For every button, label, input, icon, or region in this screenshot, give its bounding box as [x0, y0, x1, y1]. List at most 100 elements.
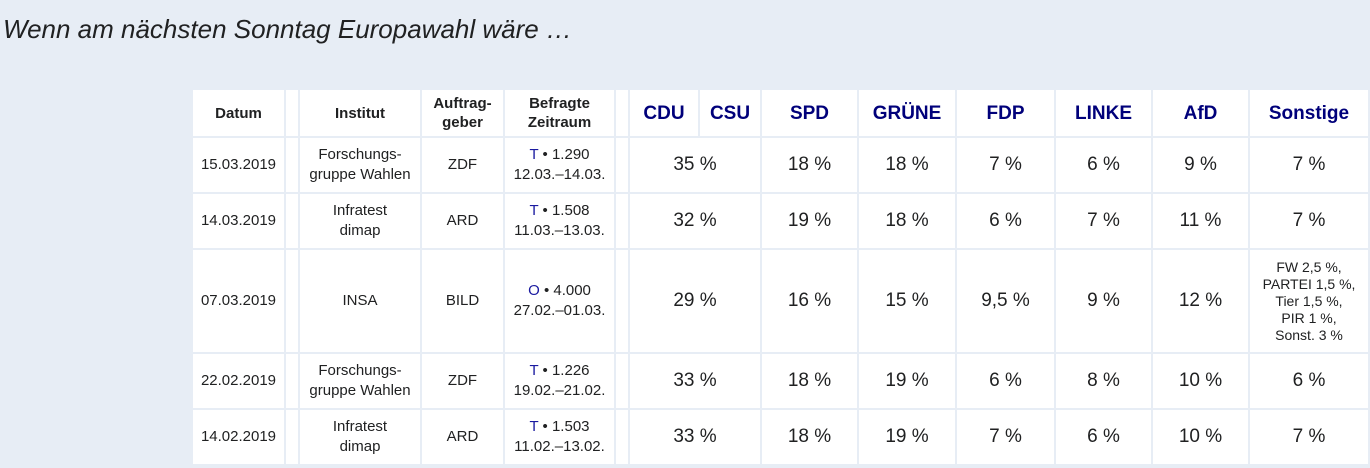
- text-line: Institut: [335, 104, 385, 122]
- value-cell: 9,5 %: [957, 250, 1054, 352]
- text-line: AfD: [1183, 102, 1218, 124]
- text-line: Infratest: [332, 202, 388, 219]
- spacer-cell: [616, 250, 628, 352]
- date-cell: 14.02.2019: [193, 410, 284, 464]
- text-line: FW 2,5 %,: [1276, 258, 1342, 275]
- value-cell: 18 %: [762, 138, 857, 192]
- value-cell: 10 %: [1153, 354, 1248, 408]
- spacer-cell: [616, 90, 628, 136]
- sample-cell: O • 4.000 27.02.–01.03.: [505, 250, 614, 352]
- poll-table: Datum Institut Auftrag-geber Befragte Zeitra…: [191, 88, 1370, 466]
- column-header: CDU: [630, 90, 698, 136]
- method: T: [529, 202, 539, 219]
- value-cell: 6 %: [957, 194, 1054, 248]
- data-row: 14.02.2019 Infratest dimap ARD T • 1.503 11.0…: [193, 410, 1368, 464]
- value-cell: 11 %: [1153, 194, 1248, 248]
- text-line: gruppe Wahlen: [309, 166, 411, 183]
- sample-line: T • 1.508: [505, 201, 614, 221]
- text-line: dimap: [339, 222, 381, 239]
- value-cell: 7 %: [957, 138, 1054, 192]
- value-cell: 32 %: [630, 194, 760, 248]
- text-line: geber: [442, 114, 483, 131]
- text-line: Auftrag-: [433, 95, 492, 112]
- period: 27.02.–01.03.: [513, 302, 606, 319]
- date-cell: 22.02.2019: [193, 354, 284, 408]
- sample-size: • 1.508: [542, 202, 590, 219]
- method: T: [529, 146, 539, 163]
- spacer-cell: [616, 354, 628, 408]
- value-cell: 7 %: [957, 410, 1054, 464]
- period: 12.03.–14.03.: [513, 166, 606, 183]
- sample-cell: T • 1.503 11.02.–13.02.: [505, 410, 614, 464]
- value-cell: 9 %: [1056, 250, 1151, 352]
- data-row: 22.02.2019 Forschungs-gruppe Wahlen ZDF T •…: [193, 354, 1368, 408]
- text-line: 7 %: [1292, 154, 1326, 175]
- text-line: 6 %: [1292, 370, 1326, 391]
- client-cell: ZDF: [422, 354, 503, 408]
- value-cell: 19 %: [762, 194, 857, 248]
- column-header: AfD: [1153, 90, 1248, 136]
- sample-size: • 1.290: [542, 146, 590, 163]
- value-cell: 33 %: [630, 354, 760, 408]
- text-line: FDP: [986, 102, 1025, 124]
- period: 11.02.–13.02.: [514, 438, 605, 455]
- institute-cell: Infratest dimap: [300, 410, 420, 464]
- column-header: SPD: [762, 90, 857, 136]
- text-line: SPD: [789, 102, 830, 124]
- other-cell: 7 %: [1250, 138, 1368, 192]
- sample-line: T • 1.226: [505, 361, 614, 381]
- institute-cell: Forschungs-gruppe Wahlen: [300, 354, 420, 408]
- date-cell: 15.03.2019: [193, 138, 284, 192]
- data-row: 15.03.2019 Forschungs-gruppe Wahlen ZDF T •…: [193, 138, 1368, 192]
- text-line: Datum: [215, 104, 262, 122]
- column-header: CSU: [700, 90, 760, 136]
- data-row: 07.03.2019 INSA BILD O • 4.000 27.02.–01.03.…: [193, 250, 1368, 352]
- text-line: PIR 1 %,: [1281, 309, 1337, 326]
- sample-size: • 4.000: [543, 282, 591, 299]
- spacer-cell: [286, 410, 298, 464]
- data-row: 14.03.2019 Infratest dimap ARD T • 1.508 11.0…: [193, 194, 1368, 248]
- text-line: Sonst. 3 %: [1275, 326, 1343, 343]
- sample-size: • 1.503: [542, 418, 590, 435]
- value-cell: 18 %: [762, 410, 857, 464]
- value-cell: 12 %: [1153, 250, 1248, 352]
- text-line: Forschungs-: [318, 146, 402, 163]
- value-cell: 29 %: [630, 250, 760, 352]
- text-line: PARTEI 1,5 %,: [1262, 275, 1356, 292]
- method: T: [529, 418, 539, 435]
- spacer-cell: [616, 194, 628, 248]
- other-cell: 7 %: [1250, 194, 1368, 248]
- institute-cell: Infratest dimap: [300, 194, 420, 248]
- spacer-cell: [616, 410, 628, 464]
- client-cell: ARD: [422, 194, 503, 248]
- value-cell: 6 %: [957, 354, 1054, 408]
- sample-cell: T • 1.290 12.03.–14.03.: [505, 138, 614, 192]
- value-cell: 35 %: [630, 138, 760, 192]
- text-line: Infratest: [332, 418, 388, 435]
- value-cell: 19 %: [859, 354, 955, 408]
- sample-size: • 1.226: [542, 362, 590, 379]
- text-line: Forschungs-: [318, 362, 402, 379]
- text-line: Befragte: [529, 95, 590, 112]
- text-line: LINKE: [1075, 102, 1132, 124]
- column-header: FDP: [957, 90, 1054, 136]
- text-line: 7 %: [1292, 426, 1326, 447]
- sample-line: T • 1.290: [505, 145, 614, 165]
- column-header: Institut: [300, 90, 420, 136]
- spacer-cell: [616, 138, 628, 192]
- text-line: dimap: [339, 438, 381, 455]
- method: T: [529, 362, 539, 379]
- value-cell: 18 %: [762, 354, 857, 408]
- text-line: 7 %: [1292, 210, 1326, 231]
- value-cell: 7 %: [1056, 194, 1151, 248]
- text-line: Sonstige: [1268, 102, 1350, 124]
- column-header: LINKE: [1056, 90, 1151, 136]
- period: 19.02.–21.02.: [513, 382, 606, 399]
- sample-line: O • 4.000: [505, 281, 614, 301]
- client-cell: ZDF: [422, 138, 503, 192]
- period: 11.03.–13.03.: [514, 222, 605, 239]
- spacer-cell: [286, 194, 298, 248]
- value-cell: 16 %: [762, 250, 857, 352]
- column-header: GRÜNE: [859, 90, 955, 136]
- text-line: INSA: [342, 292, 378, 309]
